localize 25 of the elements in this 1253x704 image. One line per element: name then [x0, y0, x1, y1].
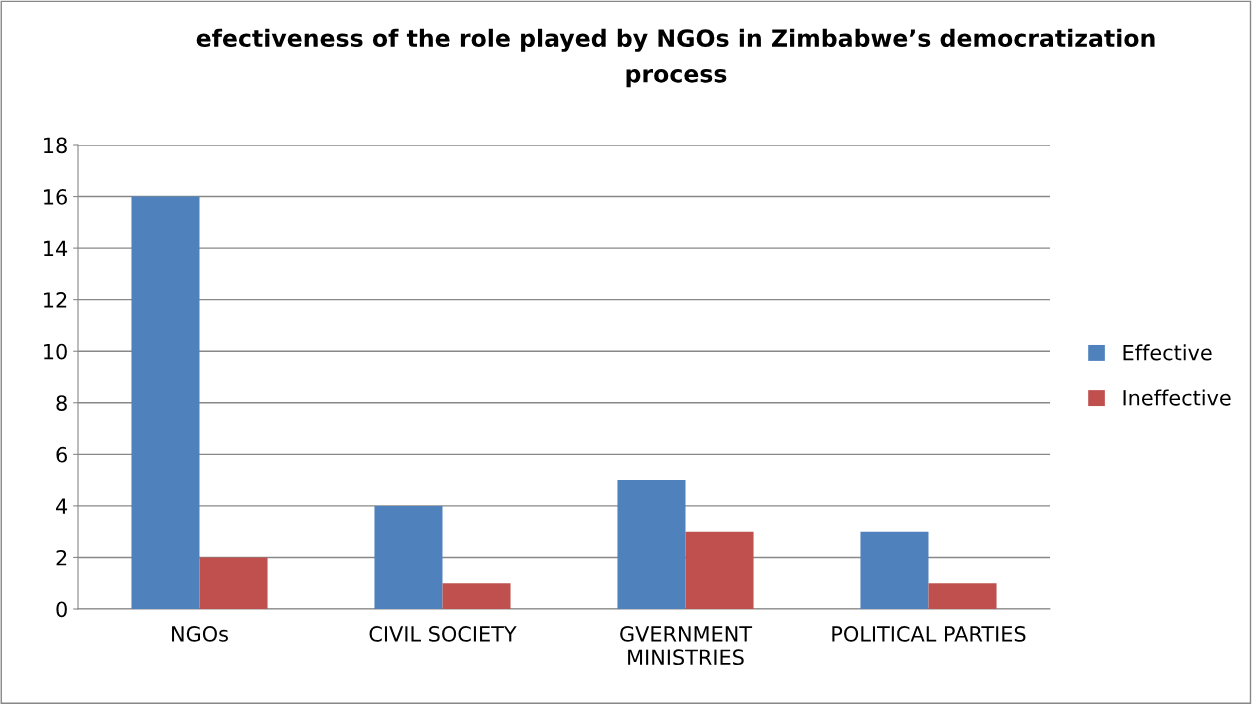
y-tick-label: 18	[44, 137, 67, 154]
y-tick-label: 16	[44, 189, 67, 205]
x-tick-label: NGOs	[172, 626, 228, 642]
bar	[374, 505, 443, 609]
legend-label: Effective	[1123, 344, 1212, 361]
y-tick-label: 6	[56, 446, 67, 463]
y-tick-label: 12	[44, 292, 67, 308]
y-tick-label: 2	[56, 549, 67, 566]
y-tick-label: 0	[56, 601, 67, 618]
x-tick-label: CIVIL SOCIETY	[369, 626, 517, 642]
bar	[685, 531, 754, 609]
chart-title: efectiveness of the role played by NGOs in Zimbabwe’s democratization process	[196, 28, 1155, 88]
x-tick-label: GVERNMENT MINISTRIES	[620, 626, 753, 666]
y-tick-label: 10	[44, 343, 67, 360]
y-tick-label: 8	[56, 395, 67, 411]
y-tick-label: 14	[44, 240, 68, 257]
y-tick-label: 4	[56, 498, 68, 514]
x-tick-label: POLITICAL PARTIES	[832, 626, 1026, 642]
bar	[131, 196, 200, 609]
bar	[199, 557, 268, 609]
legend-label: Ineffective	[1123, 389, 1231, 406]
bar	[860, 531, 929, 609]
bar	[442, 583, 511, 609]
bar	[928, 583, 997, 609]
bar	[617, 480, 686, 609]
